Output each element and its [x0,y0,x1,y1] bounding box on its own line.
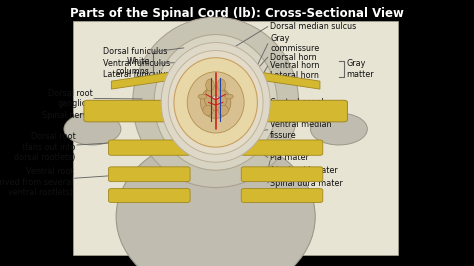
Text: Lateral funiculus: Lateral funiculus [103,70,170,79]
Text: Dorsal funiculus: Dorsal funiculus [103,47,168,56]
Ellipse shape [174,58,257,147]
Text: Ventral horn: Ventral horn [270,61,319,70]
Text: Gray
matter: Gray matter [346,60,374,79]
Text: Ventral median
fissure: Ventral median fissure [270,120,332,139]
Ellipse shape [64,113,121,145]
Text: Dorsal root
ganglion: Dorsal root ganglion [48,89,92,108]
Ellipse shape [225,94,233,99]
Text: Arachnoid mater: Arachnoid mater [270,166,338,175]
FancyBboxPatch shape [109,189,190,202]
Ellipse shape [310,113,367,145]
Text: Dorsal median sulcus: Dorsal median sulcus [270,22,356,31]
Text: Ventral funiculus: Ventral funiculus [103,59,171,68]
Text: Ventral root
(derived from several
ventral rootlets): Ventral root (derived from several ventr… [0,167,73,197]
FancyBboxPatch shape [73,21,398,255]
Text: Dorsal root
(fans out into
dorsal rootlets): Dorsal root (fans out into dorsal rootle… [15,132,76,162]
Text: Spinal dura mater: Spinal dura mater [270,178,343,188]
Text: Spinal nerve: Spinal nerve [42,111,92,120]
Circle shape [212,96,219,99]
Polygon shape [111,70,182,89]
Ellipse shape [187,72,244,133]
Text: Gray
commissure: Gray commissure [270,34,319,53]
Ellipse shape [218,105,228,115]
Text: White
columns: White columns [116,57,150,76]
Ellipse shape [217,79,226,91]
Ellipse shape [204,86,227,110]
Text: Central canal: Central canal [270,98,324,107]
Ellipse shape [133,17,299,188]
Ellipse shape [154,35,277,170]
Ellipse shape [201,86,231,118]
FancyBboxPatch shape [241,189,323,202]
Ellipse shape [168,51,263,154]
Text: Parts of the Spinal Cord (lb): Cross-Sectional View: Parts of the Spinal Cord (lb): Cross-Sec… [70,7,404,20]
Text: Dorsal horn: Dorsal horn [270,53,317,62]
FancyBboxPatch shape [109,140,190,155]
FancyBboxPatch shape [250,100,347,122]
Ellipse shape [198,94,207,99]
FancyBboxPatch shape [84,100,182,122]
Ellipse shape [161,43,270,162]
Polygon shape [249,70,320,89]
Ellipse shape [206,79,214,91]
FancyBboxPatch shape [241,140,323,155]
Text: Lateral horn: Lateral horn [270,70,319,80]
Ellipse shape [116,137,315,266]
Text: Pia mater: Pia mater [270,153,309,162]
Ellipse shape [142,44,289,113]
FancyBboxPatch shape [109,167,190,182]
Ellipse shape [203,105,213,115]
FancyBboxPatch shape [241,167,323,182]
